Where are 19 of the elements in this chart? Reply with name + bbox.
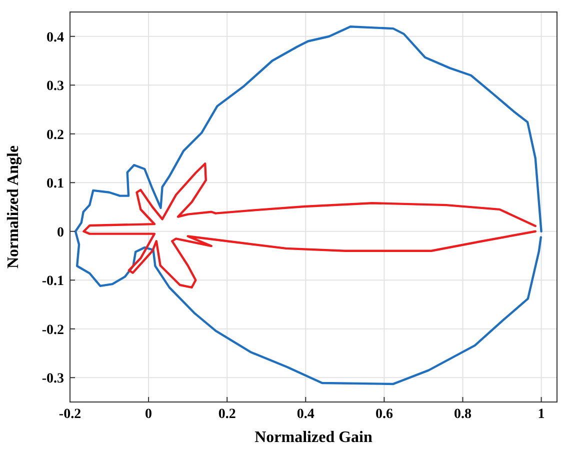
y-axis-title: Normalized Angle xyxy=(5,145,22,269)
x-tick-label: -0.2 xyxy=(58,407,82,422)
x-tick-label: 0.6 xyxy=(375,407,393,422)
line-series xyxy=(82,162,536,289)
x-tick-label: 0 xyxy=(145,407,152,422)
y-tick-label: -0.2 xyxy=(42,322,64,338)
y-tick-label: 0.1 xyxy=(46,176,64,192)
y-tick-label: -0.3 xyxy=(42,372,64,387)
y-tick-label: 0.3 xyxy=(46,79,64,94)
y-tick-label: 0 xyxy=(57,225,64,240)
x-tick-label: 0.2 xyxy=(218,407,236,422)
x-axis-title: Normalized Gain xyxy=(254,429,372,446)
line-series xyxy=(74,26,542,386)
y-tick-label: 0.4 xyxy=(46,30,64,46)
y-tick-label: 0.2 xyxy=(46,128,64,143)
x-tick-label: 0.4 xyxy=(296,407,314,422)
y-tick-label: -0.1 xyxy=(42,274,64,290)
x-tick-label: 1 xyxy=(538,407,545,422)
x-tick-label: 0.8 xyxy=(454,407,472,422)
